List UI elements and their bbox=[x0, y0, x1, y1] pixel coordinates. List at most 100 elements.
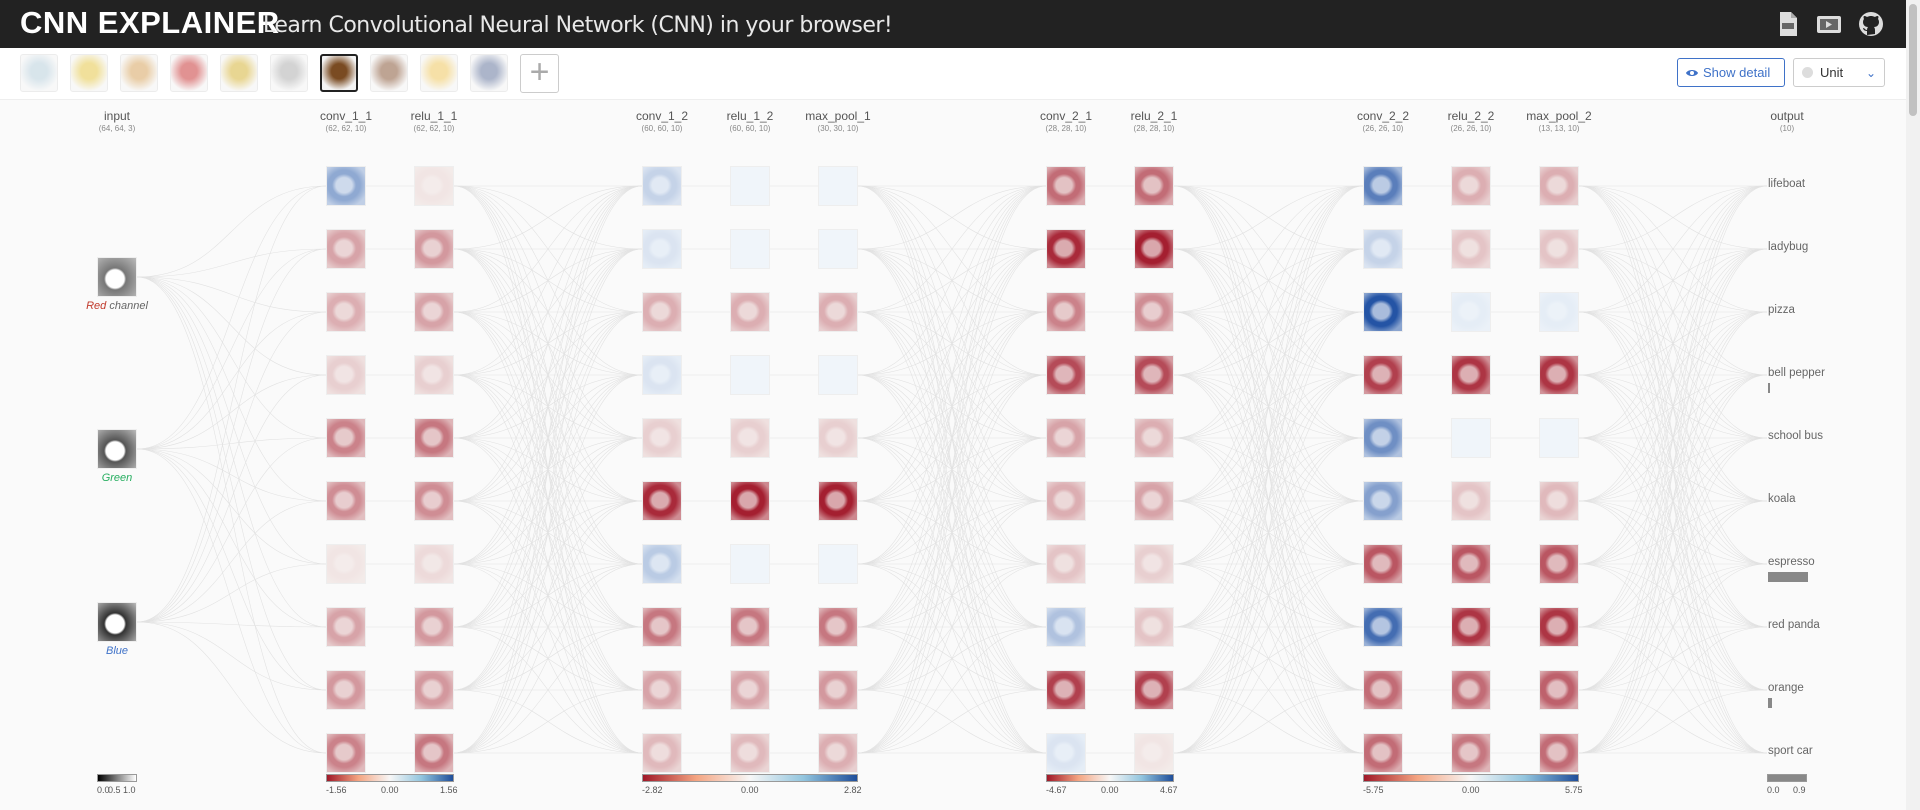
activation-node-relu-2-2[interactable] bbox=[1451, 418, 1491, 458]
activation-node-conv-1-1[interactable] bbox=[326, 355, 366, 395]
thumbnail-bell-pepper[interactable] bbox=[170, 54, 208, 92]
output-class-label[interactable]: lifeboat bbox=[1768, 178, 1806, 190]
activation-node-max-pool-2[interactable] bbox=[1539, 166, 1579, 206]
thumbnail-pizza[interactable] bbox=[120, 54, 158, 92]
activation-node-conv-1-1[interactable] bbox=[326, 481, 366, 521]
activation-node-conv-1-1[interactable] bbox=[326, 607, 366, 647]
scale-unit-select[interactable]: Unit ⌄ bbox=[1793, 58, 1885, 87]
activation-node-conv-2-1[interactable] bbox=[1046, 418, 1086, 458]
activation-node-conv-2-1[interactable] bbox=[1046, 733, 1086, 773]
activation-node-relu-1-1[interactable] bbox=[414, 166, 454, 206]
activation-node-conv-1-2[interactable] bbox=[642, 607, 682, 647]
input-channel-node[interactable] bbox=[97, 602, 137, 642]
activation-node-relu-1-2[interactable] bbox=[730, 733, 770, 773]
thumbnail-orange[interactable] bbox=[420, 54, 458, 92]
output-class-label[interactable]: orange bbox=[1768, 682, 1804, 694]
activation-node-relu-2-1[interactable] bbox=[1134, 292, 1174, 332]
activation-node-relu-1-2[interactable] bbox=[730, 229, 770, 269]
activation-node-max-pool-2[interactable] bbox=[1539, 355, 1579, 395]
activation-node-max-pool-2[interactable] bbox=[1539, 607, 1579, 647]
activation-node-relu-1-2[interactable] bbox=[730, 355, 770, 395]
activation-node-conv-1-2[interactable] bbox=[642, 355, 682, 395]
app-logo[interactable]: CNN EXPLAINER bbox=[20, 5, 280, 40]
activation-node-relu-2-2[interactable] bbox=[1451, 670, 1491, 710]
activation-node-relu-1-1[interactable] bbox=[414, 292, 454, 332]
activation-node-conv-2-2[interactable] bbox=[1363, 418, 1403, 458]
activation-node-relu-2-1[interactable] bbox=[1134, 418, 1174, 458]
activation-node-relu-2-1[interactable] bbox=[1134, 733, 1174, 773]
activation-node-relu-1-2[interactable] bbox=[730, 418, 770, 458]
activation-node-relu-1-1[interactable] bbox=[414, 418, 454, 458]
activation-node-conv-1-1[interactable] bbox=[326, 292, 366, 332]
activation-node-relu-1-1[interactable] bbox=[414, 229, 454, 269]
activation-node-max-pool-2[interactable] bbox=[1539, 481, 1579, 521]
activation-node-relu-1-2[interactable] bbox=[730, 544, 770, 584]
add-image-button[interactable]: + bbox=[520, 54, 559, 93]
activation-node-relu-1-1[interactable] bbox=[414, 481, 454, 521]
activation-node-relu-2-1[interactable] bbox=[1134, 481, 1174, 521]
activation-node-conv-2-1[interactable] bbox=[1046, 166, 1086, 206]
activation-node-relu-2-2[interactable] bbox=[1451, 481, 1491, 521]
activation-node-max-pool-1[interactable] bbox=[818, 418, 858, 458]
input-channel-node[interactable] bbox=[97, 257, 137, 297]
scroll-thumb[interactable] bbox=[1909, 4, 1917, 116]
output-class-label[interactable]: ladybug bbox=[1768, 241, 1809, 253]
activation-node-conv-1-1[interactable] bbox=[326, 733, 366, 773]
show-detail-button[interactable]: Show detail bbox=[1677, 58, 1785, 87]
activation-node-max-pool-1[interactable] bbox=[818, 607, 858, 647]
activation-node-conv-2-2[interactable] bbox=[1363, 607, 1403, 647]
activation-node-conv-1-1[interactable] bbox=[326, 229, 366, 269]
activation-node-relu-2-1[interactable] bbox=[1134, 355, 1174, 395]
activation-node-relu-1-2[interactable] bbox=[730, 292, 770, 332]
activation-node-max-pool-1[interactable] bbox=[818, 481, 858, 521]
video-icon[interactable] bbox=[1815, 10, 1843, 38]
thumbnail-sport-car[interactable] bbox=[470, 54, 508, 92]
output-class-label[interactable]: red panda bbox=[1768, 619, 1820, 631]
activation-node-conv-2-2[interactable] bbox=[1363, 733, 1403, 773]
thumbnail-espresso[interactable] bbox=[320, 54, 358, 92]
activation-node-conv-2-1[interactable] bbox=[1046, 292, 1086, 332]
activation-node-conv-1-2[interactable] bbox=[642, 670, 682, 710]
activation-node-relu-2-2[interactable] bbox=[1451, 166, 1491, 206]
output-class-label[interactable]: sport car bbox=[1768, 745, 1813, 757]
activation-node-relu-1-1[interactable] bbox=[414, 355, 454, 395]
activation-node-conv-1-2[interactable] bbox=[642, 166, 682, 206]
activation-node-relu-2-1[interactable] bbox=[1134, 166, 1174, 206]
activation-node-relu-1-2[interactable] bbox=[730, 670, 770, 710]
output-class-label[interactable]: bell pepper bbox=[1768, 367, 1825, 379]
activation-node-max-pool-1[interactable] bbox=[818, 292, 858, 332]
activation-node-conv-1-1[interactable] bbox=[326, 544, 366, 584]
activation-node-conv-2-2[interactable] bbox=[1363, 544, 1403, 584]
activation-node-conv-2-1[interactable] bbox=[1046, 544, 1086, 584]
activation-node-relu-2-2[interactable] bbox=[1451, 292, 1491, 332]
activation-node-conv-1-2[interactable] bbox=[642, 544, 682, 584]
activation-node-relu-2-1[interactable] bbox=[1134, 607, 1174, 647]
activation-node-conv-1-1[interactable] bbox=[326, 166, 366, 206]
activation-node-relu-1-1[interactable] bbox=[414, 544, 454, 584]
activation-node-relu-1-2[interactable] bbox=[730, 481, 770, 521]
scrollbar[interactable] bbox=[1906, 0, 1920, 810]
activation-node-relu-1-1[interactable] bbox=[414, 670, 454, 710]
activation-node-max-pool-1[interactable] bbox=[818, 733, 858, 773]
activation-node-conv-2-2[interactable] bbox=[1363, 229, 1403, 269]
thumbnail-lifeboat[interactable] bbox=[20, 54, 58, 92]
input-channel-node[interactable] bbox=[97, 429, 137, 469]
output-class-label[interactable]: espresso bbox=[1768, 556, 1815, 568]
activation-node-max-pool-2[interactable] bbox=[1539, 733, 1579, 773]
activation-node-relu-2-1[interactable] bbox=[1134, 229, 1174, 269]
thumbnail-school-bus[interactable] bbox=[220, 54, 258, 92]
activation-node-max-pool-2[interactable] bbox=[1539, 292, 1579, 332]
activation-node-conv-2-1[interactable] bbox=[1046, 229, 1086, 269]
activation-node-conv-1-2[interactable] bbox=[642, 292, 682, 332]
activation-node-conv-2-2[interactable] bbox=[1363, 355, 1403, 395]
activation-node-relu-2-2[interactable] bbox=[1451, 733, 1491, 773]
activation-node-conv-2-1[interactable] bbox=[1046, 670, 1086, 710]
activation-node-conv-2-2[interactable] bbox=[1363, 166, 1403, 206]
activation-node-relu-1-2[interactable] bbox=[730, 166, 770, 206]
activation-node-conv-2-1[interactable] bbox=[1046, 355, 1086, 395]
activation-node-conv-1-1[interactable] bbox=[326, 670, 366, 710]
activation-node-relu-2-1[interactable] bbox=[1134, 544, 1174, 584]
activation-node-conv-1-1[interactable] bbox=[326, 418, 366, 458]
activation-node-max-pool-1[interactable] bbox=[818, 355, 858, 395]
activation-node-max-pool-2[interactable] bbox=[1539, 670, 1579, 710]
